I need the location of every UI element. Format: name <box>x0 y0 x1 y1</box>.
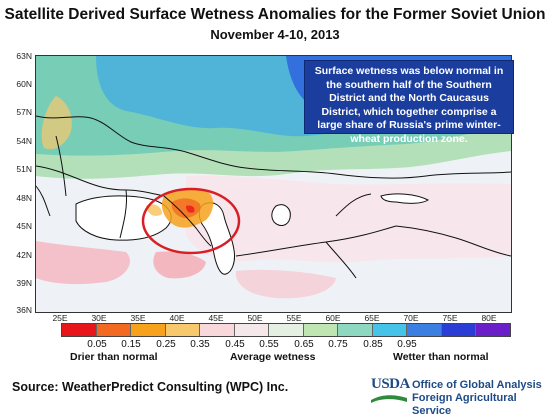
legend-tick: 0.25 <box>156 339 176 350</box>
legend-tick: 0.35 <box>190 339 210 350</box>
agency-line-2: Foreign Agricultural Service <box>412 392 517 417</box>
annotation-callout: Surface wetness was below normal in the … <box>304 60 514 145</box>
legend-tick: 0.95 <box>397 339 417 350</box>
legend-swatch <box>234 324 270 336</box>
usda-logo: USDA <box>371 376 410 392</box>
lat-label: 63N <box>16 51 32 61</box>
lat-label: 45N <box>16 221 32 231</box>
legend-tick: 0.65 <box>294 339 314 350</box>
lat-label: 39N <box>16 278 32 288</box>
map-subtitle: November 4-10, 2013 <box>210 27 340 42</box>
lon-label: 60E <box>325 313 341 323</box>
legend-swatch <box>62 324 97 336</box>
lon-label: 45E <box>208 313 224 323</box>
lon-label: 80E <box>481 313 497 323</box>
lat-label: 42N <box>16 250 32 260</box>
lat-label: 36N <box>16 305 32 315</box>
legend-swatch <box>96 324 132 336</box>
lat-label: 51N <box>16 164 32 174</box>
lat-label: 60N <box>16 79 32 89</box>
lat-label: 48N <box>16 193 32 203</box>
lon-label: 70E <box>403 313 419 323</box>
usda-logo-swoosh-icon <box>371 395 407 403</box>
legend-tick: 0.75 <box>328 339 348 350</box>
source-credit: Source: WeatherPredict Consulting (WPC) … <box>12 380 289 394</box>
color-legend-bar <box>61 323 511 337</box>
lon-label: 30E <box>91 313 107 323</box>
agency-line-1: Office of Global Analysis <box>412 379 542 391</box>
lon-label: 55E <box>286 313 302 323</box>
legend-swatch <box>476 324 510 336</box>
map-title: Satellite Derived Surface Wetness Anomal… <box>4 6 546 23</box>
lon-label: 75E <box>442 313 458 323</box>
legend-tick: 0.45 <box>225 339 245 350</box>
lat-label: 54N <box>16 136 32 146</box>
highlight-ellipse <box>141 187 241 255</box>
agency-name: Office of Global Analysis Foreign Agricu… <box>412 379 550 418</box>
lon-label: 65E <box>364 313 380 323</box>
legend-swatch <box>303 324 339 336</box>
legend-swatch <box>338 324 373 336</box>
lon-label: 40E <box>169 313 185 323</box>
lon-label: 25E <box>52 313 68 323</box>
legend-caption-dry: Drier than normal <box>70 351 158 363</box>
legend-swatch <box>269 324 304 336</box>
legend-swatch <box>131 324 166 336</box>
legend-swatch <box>200 324 235 336</box>
legend-tick: 0.85 <box>363 339 383 350</box>
legend-swatch <box>165 324 201 336</box>
legend-caption-wet: Wetter than normal <box>393 351 489 363</box>
legend-swatch <box>372 324 408 336</box>
legend-tick: 0.05 <box>87 339 107 350</box>
lon-label: 35E <box>130 313 146 323</box>
lat-label: 57N <box>16 107 32 117</box>
legend-tick: 0.55 <box>259 339 279 350</box>
legend-caption-average: Average wetness <box>230 351 316 363</box>
legend-swatch <box>441 324 477 336</box>
legend-tick: 0.15 <box>121 339 141 350</box>
lon-label: 50E <box>247 313 263 323</box>
legend-swatch <box>407 324 442 336</box>
